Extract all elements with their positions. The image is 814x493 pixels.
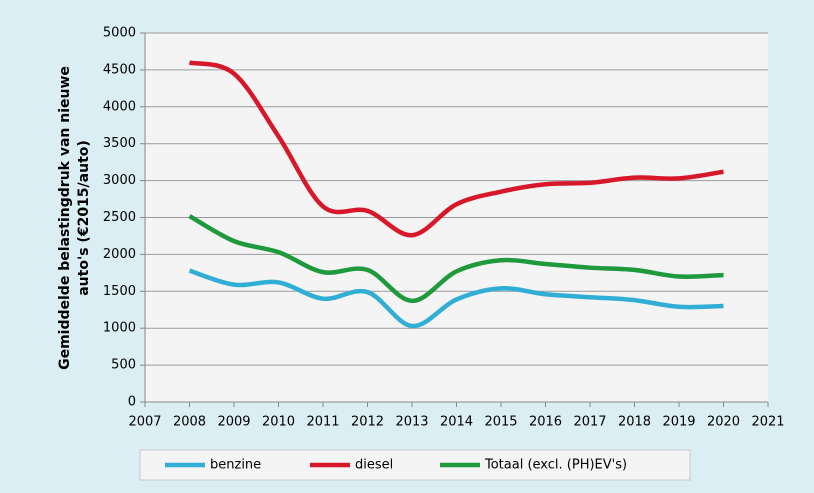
y-axis-label: Gemiddelde belastingdruk van nieuwe [57, 66, 73, 370]
x-tick-label: 2007 [128, 415, 161, 430]
x-tick-label: 2017 [573, 415, 606, 430]
y-tick-label: 5000 [103, 26, 136, 41]
y-tick-label: 1000 [103, 321, 136, 336]
x-tick-label: 2021 [751, 415, 784, 430]
legend-label: diesel [355, 458, 393, 473]
x-tick-label: 2018 [618, 415, 651, 430]
x-tick-label: 2020 [707, 415, 740, 430]
y-tick-label: 2000 [103, 247, 136, 262]
x-tick-label: 2009 [217, 415, 250, 430]
y-axis-label: auto's (€2015/auto) [76, 140, 92, 296]
x-tick-label: 2014 [440, 415, 473, 430]
y-tick-label: 1500 [103, 284, 136, 299]
x-tick-label: 2016 [529, 415, 562, 430]
x-tick-label: 2008 [173, 415, 206, 430]
x-tick-label: 2019 [662, 415, 695, 430]
legend-label: Totaal (excl. (PH)EV's) [484, 458, 627, 473]
y-tick-label: 500 [111, 358, 136, 373]
x-tick-label: 2010 [262, 415, 295, 430]
x-tick-label: 2013 [395, 415, 428, 430]
y-tick-label: 0 [128, 395, 136, 410]
y-tick-label: 4000 [103, 99, 136, 114]
x-tick-label: 2011 [306, 415, 339, 430]
x-tick-label: 2015 [484, 415, 517, 430]
y-tick-label: 3500 [103, 136, 136, 151]
y-tick-label: 2500 [103, 210, 136, 225]
legend-box [139, 449, 691, 481]
series-line [188, 214, 724, 304]
series-line [188, 60, 724, 238]
series-line [188, 268, 724, 329]
y-tick-label: 3000 [103, 173, 136, 188]
legend-label: benzine [210, 458, 261, 473]
x-tick-label: 2012 [351, 415, 384, 430]
y-tick-label: 4500 [103, 62, 136, 77]
